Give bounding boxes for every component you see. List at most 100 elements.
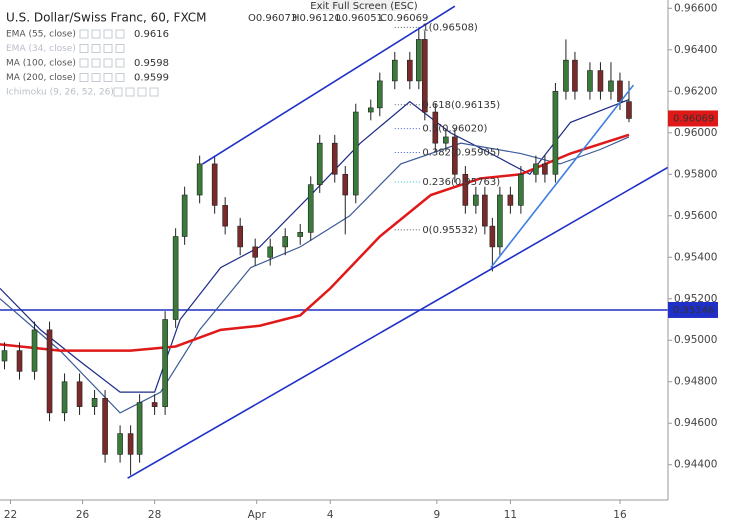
fib-label: 0.618(0.96135) [422, 100, 500, 111]
chart-title: U.S. Dollar/Swiss Franc, 60, FXCM [6, 11, 207, 25]
candle-body [342, 173, 349, 196]
x-tick-label: 22 [4, 509, 17, 521]
legend-icon[interactable] [115, 73, 125, 82]
candle-body [222, 205, 228, 227]
axes: 0.96600 0.96400 0.96200 0.96000 0.95800 0.956… [4, 2, 718, 521]
candle-body [61, 381, 68, 414]
x-tick-label: 26 [76, 509, 90, 521]
candle-body [282, 236, 289, 248]
y-tick-label: 0.96400 [674, 44, 717, 56]
candle-body [127, 433, 134, 455]
fib-label: 0.5(0.96020) [422, 124, 487, 135]
indicator-legend: MA (100, close) [6, 59, 76, 69]
indicator-legend: EMA (55, close) [6, 30, 76, 40]
candle-body [267, 246, 274, 258]
candle-body [307, 184, 314, 233]
indicator-legend: MA (200, close) [6, 73, 76, 83]
y-tick-label: 0.95000 [674, 334, 717, 346]
y-tick-label: 0.96200 [674, 85, 717, 97]
candle-body [316, 142, 323, 185]
header: Exit Full Screen (ESC) U.S. Dollar/Swiss … [6, 0, 428, 98]
y-tick-label: 0.94800 [674, 376, 717, 388]
ohlc-value: H0.96120 [292, 13, 341, 24]
legend-icon[interactable] [103, 29, 113, 39]
candle-body [16, 350, 23, 372]
candle-body [507, 194, 514, 206]
legend-icon[interactable] [103, 73, 113, 82]
plot-area: 1(0.96508) 0.618(0.96135) 0.5(0.96020) 0.38… [0, 5, 668, 479]
fib-label: 1(0.96508) [422, 22, 478, 33]
candle-body [416, 39, 422, 82]
legend-icon[interactable] [79, 44, 89, 53]
legend-icon[interactable] [115, 58, 125, 68]
legend-icon[interactable] [103, 58, 113, 68]
candle-body [489, 225, 496, 248]
legend-icon[interactable] [91, 44, 101, 53]
candle-body [473, 194, 479, 206]
candle-body [533, 163, 539, 175]
y-tick-label: 0.94600 [674, 417, 717, 429]
ohlc-value: C0.96069 [380, 13, 428, 24]
candle-body [497, 194, 503, 248]
legend-icon[interactable] [103, 44, 113, 53]
candle-body [172, 236, 179, 320]
candle-body [331, 142, 338, 175]
y-tick-label: 0.95200 [674, 293, 717, 305]
candle-body [572, 59, 578, 92]
candle-body [391, 59, 398, 82]
candle-body [608, 80, 614, 92]
candle-body [136, 402, 143, 455]
candle-body [102, 398, 108, 455]
legend-icon[interactable] [79, 73, 89, 82]
legend-icon[interactable] [125, 87, 135, 97]
candle-body [542, 163, 548, 175]
candle-body [117, 433, 123, 455]
indicator-value: 0.9598 [134, 58, 169, 69]
indicator-value: 0.9616 [134, 29, 169, 40]
trendline [202, 5, 456, 165]
candle-body [181, 194, 188, 237]
candle-body [1, 350, 8, 362]
price-box [668, 301, 718, 318]
x-tick-label: 16 [613, 509, 627, 521]
indicator-line [0, 133, 630, 352]
legend-icon[interactable] [115, 29, 125, 39]
candle-body [422, 39, 428, 113]
candle-body [617, 80, 623, 102]
candle-body [563, 59, 569, 92]
legend-icon[interactable] [79, 29, 89, 39]
legend-icon[interactable] [149, 87, 159, 97]
candle-body [518, 173, 524, 206]
candle-body [587, 70, 593, 92]
indicator-line [0, 99, 630, 393]
candle-body [252, 246, 258, 258]
legend-icon[interactable] [91, 29, 101, 39]
candle-body [452, 136, 458, 175]
legend-icon[interactable] [113, 87, 123, 97]
legend-icon[interactable] [91, 58, 101, 68]
candle-body [552, 90, 559, 175]
candle-body [162, 319, 168, 407]
candle-body [367, 107, 374, 113]
candle-body [482, 194, 488, 227]
candle-body [151, 402, 158, 407]
legend-icon[interactable] [137, 87, 147, 97]
indicator-legend: EMA (34, close) [6, 44, 76, 54]
x-tick-label: 9 [433, 509, 440, 521]
ohlc-value: L0.96051 [336, 13, 383, 24]
y-tick-label: 0.95600 [674, 210, 717, 222]
fib-label: 0.236(0.95763) [422, 177, 500, 188]
x-tick-label: Apr [248, 509, 267, 521]
price-box [668, 110, 718, 127]
exit-button-label: Exit Full Screen (ESC) [310, 1, 418, 12]
price-box-label: 0.96069 [673, 113, 714, 124]
legend-icon[interactable] [91, 73, 101, 82]
candle-body [443, 136, 449, 144]
indicator-value: 0.9599 [134, 73, 169, 84]
legend-icon[interactable] [79, 58, 89, 68]
y-tick-label: 0.96600 [674, 2, 717, 14]
indicator-legend: Ichimoku (9, 26, 52, 26) [6, 88, 114, 98]
legend-icon[interactable] [115, 44, 125, 53]
exit-button[interactable] [316, 0, 412, 11]
